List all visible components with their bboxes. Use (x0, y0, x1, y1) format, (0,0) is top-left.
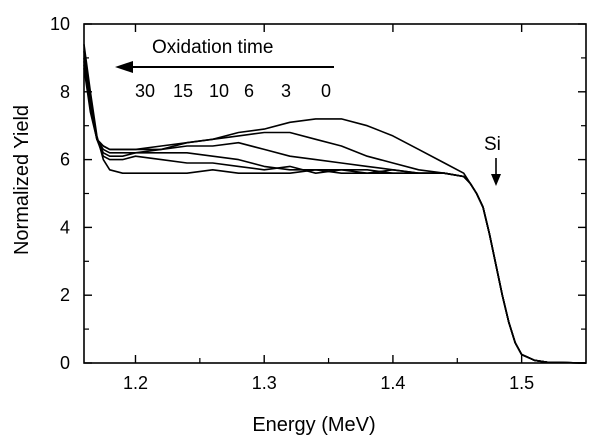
series-line-4 (83, 61, 587, 364)
y-axis-tick-labels: 0 2 4 6 8 10 (50, 14, 70, 373)
si-arrow-head (491, 174, 501, 186)
y-tick-label: 2 (60, 285, 70, 305)
series-line-2 (83, 50, 587, 364)
oxidation-arrow-head (115, 61, 133, 73)
oxidation-time-values: 30 15 10 6 3 0 (135, 81, 331, 101)
series-group (83, 44, 587, 364)
y-tick-label: 0 (60, 353, 70, 373)
y-axis-title: Normalized Yield (11, 105, 33, 255)
x-tick-label: 1.4 (380, 373, 405, 393)
y-tick-label: 10 (50, 14, 70, 34)
x-tick-label: 1.2 (123, 373, 148, 393)
y-axis-ticks (84, 23, 586, 364)
y-tick-label: 4 (60, 217, 70, 237)
oxidation-time-value: 0 (321, 81, 331, 101)
series-line-5 (83, 64, 587, 364)
oxidation-time-value: 30 (135, 81, 155, 101)
oxidation-time-value: 3 (281, 81, 291, 101)
y-tick-label: 6 (60, 150, 70, 170)
x-tick-label: 1.3 (252, 373, 277, 393)
oxidation-time-value: 6 (244, 81, 254, 101)
x-axis-tick-labels: 1.2 1.3 1.4 1.5 (123, 373, 534, 393)
annotations: Oxidation time 30 15 10 6 3 0 Si (115, 37, 501, 186)
x-axis-ticks (134, 24, 523, 363)
oxidation-time-value: 15 (173, 81, 193, 101)
oxidation-time-label: Oxidation time (152, 37, 273, 58)
x-tick-label: 1.5 (509, 373, 534, 393)
y-tick-label: 8 (60, 82, 70, 102)
plot-area (83, 23, 587, 364)
series-line-1 (83, 44, 587, 364)
x-axis-title: Energy (MeV) (252, 414, 375, 436)
oxidation-time-value: 10 (209, 81, 229, 101)
series-line-3 (83, 57, 587, 364)
si-edge-label: Si (484, 134, 501, 155)
plot-frame (83, 23, 587, 364)
series-line-6 (83, 67, 587, 364)
